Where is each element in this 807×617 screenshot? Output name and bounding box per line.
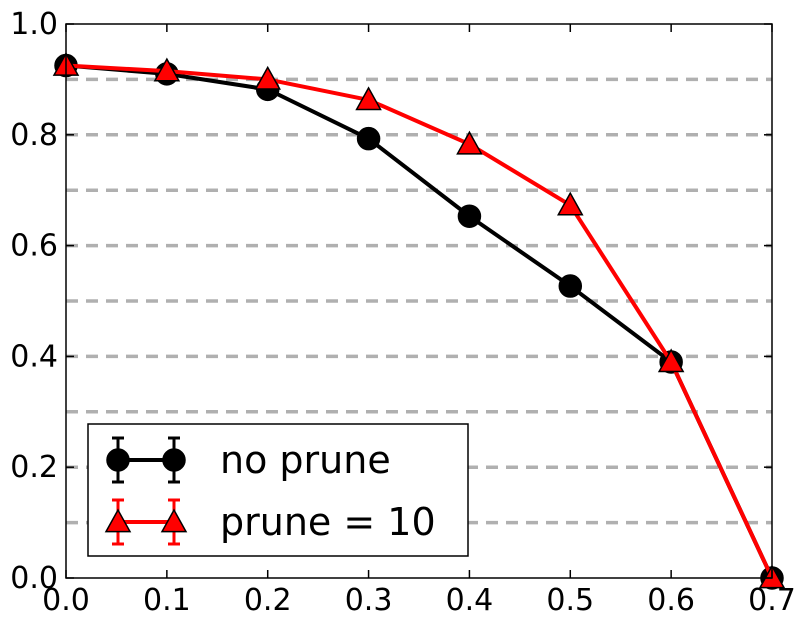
series-1-point-6 <box>657 348 685 373</box>
y-tick-label-3: 0.6 <box>10 229 58 264</box>
series-1-point-1 <box>153 57 181 82</box>
legend-label-0: no prune <box>220 438 391 482</box>
legend-marker-0-1 <box>162 448 186 472</box>
x-tick-label-5: 0.5 <box>546 583 594 617</box>
tick-marks <box>65 23 773 579</box>
x-tick-label-3: 0.3 <box>345 583 393 617</box>
x-tick-label-6: 0.6 <box>647 583 695 617</box>
legend-marker-1-0 <box>104 508 132 533</box>
y-tick-label-2: 0.4 <box>10 339 58 374</box>
series-1-point-2 <box>254 65 281 90</box>
x-tick-label-4: 0.4 <box>446 583 494 617</box>
axes-frame <box>65 23 773 579</box>
series-line-0 <box>65 63 774 579</box>
legend-box <box>87 423 469 557</box>
y-tick-label-0: 0.0 <box>10 561 58 596</box>
legend-marker-0-0 <box>106 448 130 472</box>
series-1-point-3 <box>355 86 382 111</box>
y-tick-label-4: 0.8 <box>10 118 58 153</box>
series-0-point-5 <box>558 274 583 298</box>
x-tick-label-7: 0.7 <box>748 583 796 617</box>
legend-entry-1: prune = 10 <box>104 498 436 546</box>
y-tick-label-5: 1.0 <box>10 7 58 42</box>
grid-lines <box>66 77 772 525</box>
legend: no prune prune = 10 <box>87 423 469 557</box>
tick-labels: 0.0 0.1 0.2 0.3 0.4 0.5 0.6 0.7 0.0 0.2 0.4 0.6 0.8 1… <box>10 7 796 617</box>
legend-label-1: prune = 10 <box>220 500 436 544</box>
x-tick-label-1: 0.1 <box>143 583 191 617</box>
x-tick-label-0: 0.0 <box>42 583 90 617</box>
series-0-point-4 <box>457 204 482 228</box>
legend-marker-1-1 <box>160 508 188 533</box>
series-0-point-3 <box>356 126 381 151</box>
legend-entry-0: no prune <box>106 436 391 484</box>
y-tick-label-1: 0.2 <box>10 450 58 485</box>
x-tick-label-2: 0.2 <box>244 583 292 617</box>
series-layer <box>52 52 786 590</box>
series-1-point-5 <box>557 191 584 216</box>
series-line-1 <box>65 63 774 579</box>
series-1-point-4 <box>456 130 483 155</box>
